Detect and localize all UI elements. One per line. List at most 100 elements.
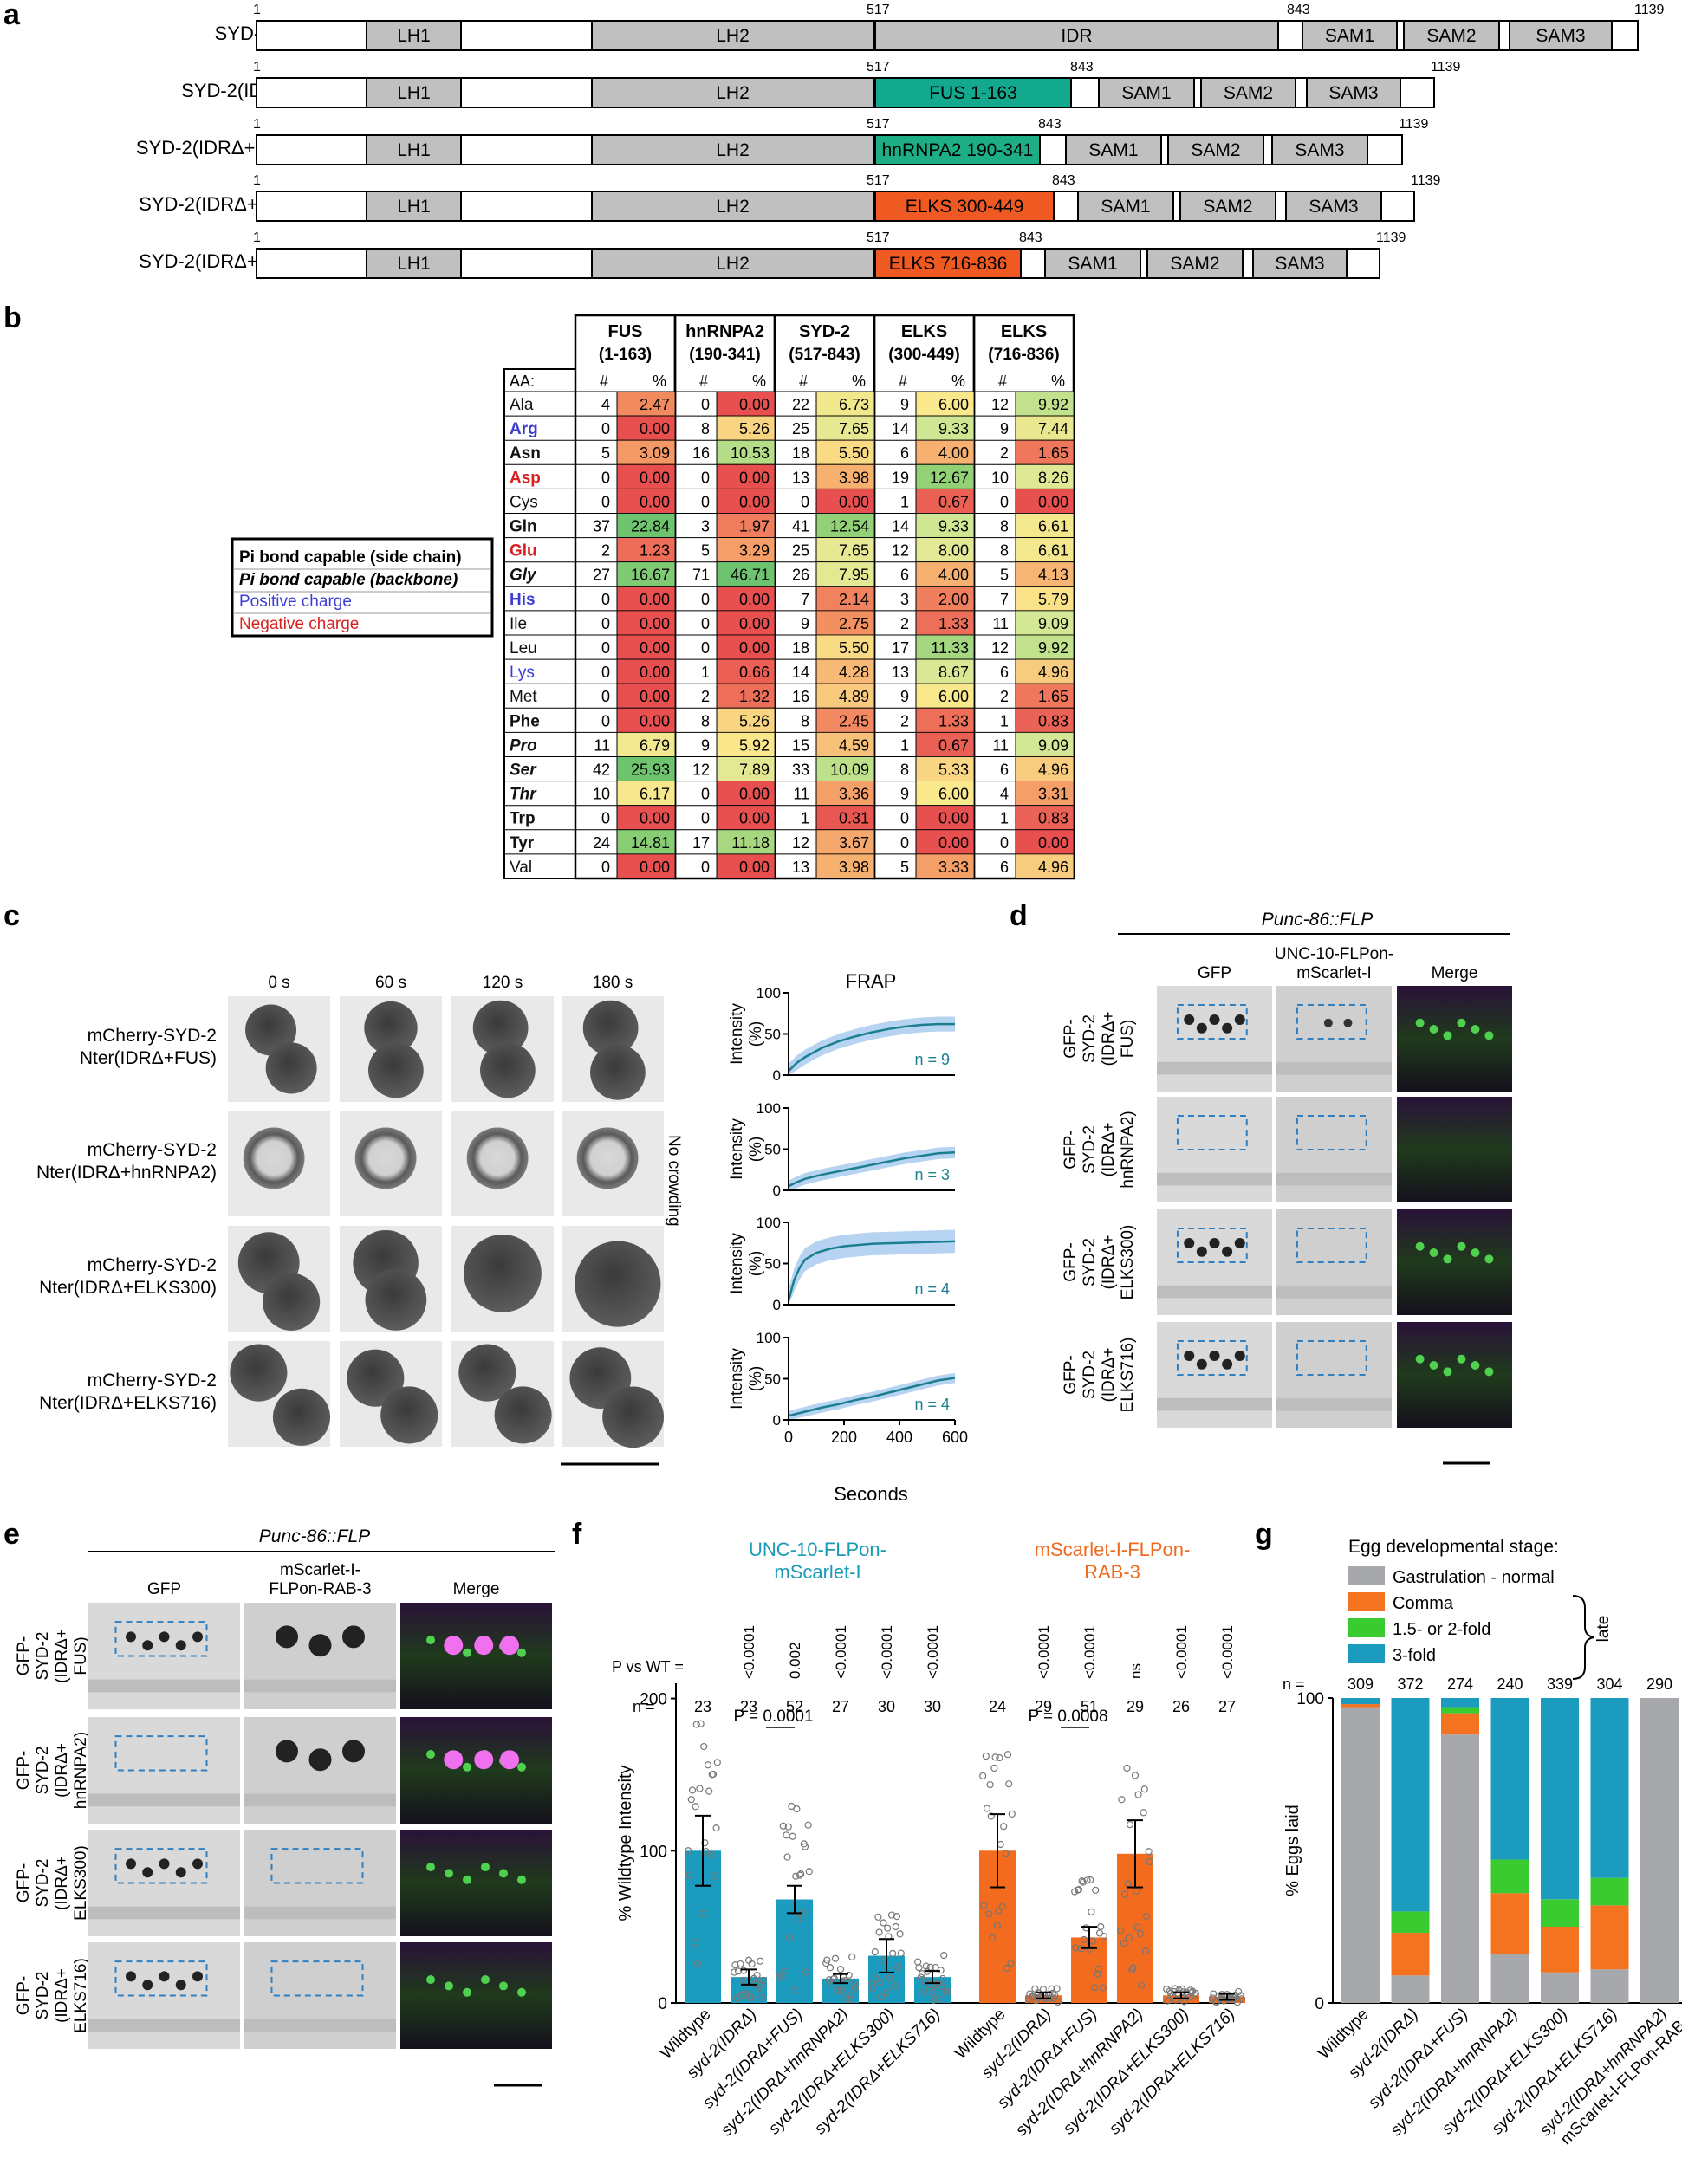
frap-image [340, 996, 442, 1102]
domain-box [366, 77, 462, 108]
frap-error-band [789, 1016, 955, 1075]
punctum [142, 1640, 153, 1651]
pct-cell [915, 489, 975, 514]
pct-value: 0.00 [640, 591, 670, 608]
table-row: Phe 0 0.00 8 5.26 8 2.45 2 1.33 1 0.83 [504, 707, 1075, 733]
f-data-point [1126, 1821, 1134, 1829]
f-data-point [886, 1974, 893, 1982]
pct-cell [716, 489, 776, 514]
f-data-point [746, 1993, 754, 2000]
domain-label: SAM3 [1309, 197, 1358, 217]
pct-value: 1.33 [938, 615, 969, 632]
pct-value: 7.65 [839, 420, 869, 437]
pct-cell [815, 561, 875, 587]
frap-image [228, 1111, 330, 1216]
pct-cell [815, 610, 875, 636]
count-value: 0 [701, 591, 710, 608]
table-row: Met 0 0.00 2 1.32 16 4.89 9 6.00 2 1.65 [504, 683, 1075, 709]
f-data-point [874, 1913, 882, 1921]
pct-value: 0.00 [640, 859, 670, 876]
f-ytick: 0 [658, 1995, 667, 2013]
pct-value: 1.65 [1038, 688, 1068, 705]
frap-ylabel: Intensity(%) [728, 1003, 765, 1065]
micrograph [244, 1603, 396, 1709]
time-label: 0 s [268, 974, 289, 992]
frap-image [451, 1341, 554, 1447]
pct-value: 5.50 [839, 639, 869, 657]
panel-a: a SYD-2 wildtype15178431139LH1LH2IDRSAM1… [3, 0, 1665, 279]
pct-cell [616, 391, 676, 417]
pct-value: 4.28 [839, 664, 869, 681]
f-data-point [1138, 1981, 1146, 1989]
pct-value: 0.00 [739, 591, 770, 608]
g-bar-segment [1441, 1707, 1479, 1714]
count-value: 7 [1000, 591, 1009, 608]
pct-value: 0.67 [938, 493, 969, 510]
count-value: 0 [701, 493, 710, 510]
domain-box [366, 248, 462, 279]
f-data-point [1003, 1964, 1010, 1973]
aa-843: 843 [1070, 60, 1094, 75]
aa-517: 517 [867, 117, 890, 132]
punctum [126, 1858, 136, 1870]
f-group-title: mScarlet-I [774, 1561, 860, 1583]
f-data-point [884, 1924, 892, 1932]
f-data-point [692, 1721, 700, 1728]
f-data-point [708, 1771, 716, 1779]
pct-cell [815, 586, 875, 612]
f-data-point [914, 1958, 922, 1966]
construct-label-c: Nter(IDRΔ+hnRNPA2) [36, 1163, 217, 1183]
count-value: 2 [601, 542, 610, 560]
domain-box [366, 20, 462, 51]
pct-value: 0.00 [640, 493, 670, 510]
frap-ytick: 100 [757, 1330, 781, 1346]
aa-name: Trp [510, 810, 536, 828]
f-data-point [985, 1910, 993, 1918]
pct-value: 9.09 [1038, 615, 1068, 632]
f-data-point [875, 1928, 883, 1936]
pct-value: 0.00 [640, 615, 670, 632]
pct-value: 9.33 [938, 518, 969, 535]
pct-cell [616, 707, 676, 733]
count-value: 8 [701, 712, 710, 729]
micrograph [244, 1830, 396, 1936]
pct-cell [915, 439, 975, 465]
count-value: 1 [801, 810, 809, 827]
aa-composition-table: FUS (1-163) # % hnRNPA2 (190-341) # % SYD-2 (517-… [503, 314, 1075, 880]
panel-d: d Punc-86::FLP GFP UNC-10-FLPon-mScarlet-… [1010, 899, 1512, 1465]
domain-label: SAM1 [1121, 83, 1171, 103]
f-data-point [788, 1802, 796, 1811]
roi-box [1296, 1003, 1367, 1040]
count-value: 11 [992, 615, 1009, 632]
droplet [494, 1386, 552, 1444]
frap-image [562, 1111, 664, 1216]
pct-value: 5.50 [839, 444, 869, 462]
f-data-point [982, 1752, 990, 1760]
pct-value: 1.33 [938, 712, 969, 729]
pct-value: 0.00 [739, 615, 770, 632]
droplet [364, 1001, 418, 1055]
count-value: 0 [900, 834, 909, 852]
f-data-point [871, 1948, 879, 1956]
domain-box [874, 191, 1055, 222]
merge-magenta-spot [444, 1750, 464, 1770]
f-data-point [692, 1803, 699, 1811]
f-data-point [701, 1839, 709, 1847]
count-value: 0 [601, 469, 610, 486]
merge-magenta-spot [474, 1636, 494, 1656]
f-ytick: 200 [640, 1691, 667, 1709]
punctum [1209, 1238, 1220, 1249]
pct-cell [815, 732, 875, 757]
f-data-point [1123, 1764, 1131, 1772]
f-data-point [685, 1847, 692, 1855]
group-name: ELKS [901, 322, 947, 341]
count-value: 0 [701, 786, 710, 803]
pct-value: 14.81 [631, 834, 670, 852]
droplet [368, 1042, 424, 1098]
f-group-title: UNC-10-FLPon- [749, 1539, 886, 1560]
pct-value: 0.00 [640, 712, 670, 729]
count-value: 2 [900, 712, 909, 729]
f-data-point [1118, 1796, 1126, 1804]
pct-value: 6.00 [938, 396, 969, 413]
punctum [192, 1631, 203, 1643]
